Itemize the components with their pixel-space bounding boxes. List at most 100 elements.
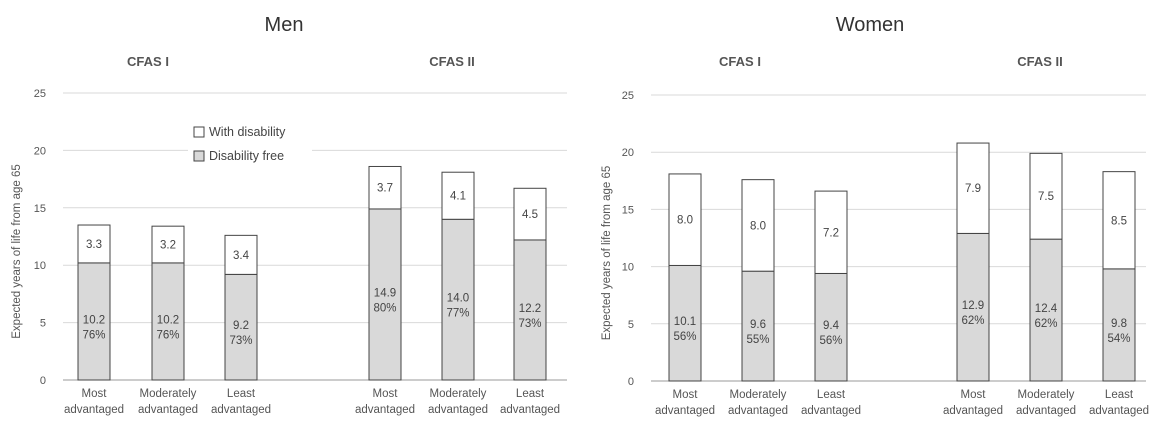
x-category-label: Moderately <box>1018 389 1075 401</box>
data-label-with-disability: 3.2 <box>160 240 176 252</box>
data-label-percent: 62% <box>961 315 984 327</box>
bar-disability-free <box>741 270 775 382</box>
panel-title: Men <box>265 14 304 36</box>
group-title: CFAS I <box>127 54 169 69</box>
bar-with-disability <box>741 179 775 272</box>
y-tick-label: 5 <box>628 319 634 331</box>
y-tick-label: 20 <box>34 145 46 157</box>
group-title: CFAS II <box>429 54 475 69</box>
x-category-label: Most <box>82 388 108 400</box>
data-label-with-disability: 8.0 <box>750 220 766 232</box>
y-tick-label: 15 <box>34 203 46 215</box>
y-tick-label: 20 <box>622 147 634 159</box>
x-category-label: Least <box>227 388 256 400</box>
data-label-with-disability: 8.0 <box>677 215 693 227</box>
data-label-with-disability: 3.3 <box>86 239 102 251</box>
x-category-label: Most <box>373 388 399 400</box>
data-label-with-disability: 8.5 <box>1111 215 1127 227</box>
y-tick-label: 25 <box>622 90 634 102</box>
y-tick-label: 15 <box>622 204 634 216</box>
bar-disability-free <box>224 273 258 381</box>
data-label-with-disability: 4.5 <box>522 209 538 221</box>
bar-disability-free <box>151 262 185 381</box>
x-category-label: advantaged <box>728 405 788 417</box>
x-category-label: Least <box>1105 389 1134 401</box>
bar-with-disability <box>513 187 547 241</box>
bar-with-disability <box>668 173 702 266</box>
data-label-with-disability: 4.1 <box>450 191 466 203</box>
bar-with-disability <box>151 225 185 264</box>
bar-disability-free <box>1029 238 1063 382</box>
y-tick-label: 0 <box>628 376 634 388</box>
data-label-percent: 54% <box>1107 333 1130 345</box>
x-category-label: advantaged <box>1016 405 1076 417</box>
x-category-label: Moderately <box>430 388 487 400</box>
legend-swatch <box>193 150 205 162</box>
y-axis-label: Expected years of life from age 65 <box>601 166 613 341</box>
x-category-label: advantaged <box>1089 405 1149 417</box>
data-label-with-disability: 7.2 <box>823 227 839 239</box>
legend-swatch <box>193 126 205 138</box>
data-label-disability-free: 9.4 <box>823 320 840 332</box>
bar-disability-free <box>956 232 990 382</box>
data-label-disability-free: 14.9 <box>374 287 396 299</box>
y-axis-label: Expected years of life from age 65 <box>11 164 23 339</box>
bar-disability-free <box>668 264 702 382</box>
data-label-percent: 77% <box>446 308 469 320</box>
data-label-with-disability: 7.9 <box>965 183 981 195</box>
bar-disability-free <box>77 262 111 381</box>
data-label-disability-free: 12.4 <box>1035 303 1058 315</box>
group-title: CFAS II <box>1017 54 1063 69</box>
x-category-label: Least <box>817 389 846 401</box>
bar-with-disability <box>1029 152 1063 240</box>
x-category-label: Moderately <box>730 389 787 401</box>
x-category-label: Least <box>516 388 545 400</box>
y-tick-label: 0 <box>40 375 46 387</box>
bar-with-disability <box>814 190 848 274</box>
bar-with-disability <box>224 234 258 275</box>
x-category-label: Moderately <box>140 388 197 400</box>
x-category-label: advantaged <box>64 404 124 416</box>
data-label-disability-free: 9.6 <box>750 319 766 331</box>
data-label-with-disability: 7.5 <box>1038 191 1054 203</box>
x-category-label: advantaged <box>355 404 415 416</box>
data-label-disability-free: 12.9 <box>962 300 984 312</box>
data-label-percent: 56% <box>673 331 696 343</box>
bar-disability-free <box>441 218 475 381</box>
x-category-label: advantaged <box>428 404 488 416</box>
data-label-disability-free: 10.2 <box>157 314 179 326</box>
bar-with-disability <box>368 165 402 210</box>
data-label-with-disability: 3.7 <box>377 183 393 195</box>
bar-with-disability <box>77 224 111 264</box>
x-category-label: advantaged <box>801 405 861 417</box>
bar-disability-free <box>513 239 547 381</box>
legend-label: Disability free <box>209 149 284 163</box>
data-label-percent: 80% <box>373 302 396 314</box>
data-label-percent: 62% <box>1034 318 1057 330</box>
data-label-percent: 76% <box>156 329 179 341</box>
data-label-percent: 76% <box>82 329 105 341</box>
bar-disability-free <box>1102 268 1136 382</box>
panel-title: Women <box>836 14 905 36</box>
x-category-label: advantaged <box>943 405 1003 417</box>
x-category-label: Most <box>961 389 987 401</box>
y-tick-label: 5 <box>40 318 46 330</box>
y-tick-label: 10 <box>622 262 634 274</box>
bar-disability-free <box>368 208 402 381</box>
group-title: CFAS I <box>719 54 761 69</box>
bar-with-disability <box>956 142 990 234</box>
x-category-label: advantaged <box>655 405 715 417</box>
bar-with-disability <box>1102 171 1136 270</box>
legend-box <box>188 122 312 180</box>
data-label-disability-free: 10.2 <box>83 314 105 326</box>
data-label-disability-free: 14.0 <box>447 293 469 305</box>
x-category-label: advantaged <box>500 404 560 416</box>
data-label-disability-free: 10.1 <box>674 316 696 328</box>
data-label-disability-free: 9.2 <box>233 320 249 332</box>
data-label-with-disability: 3.4 <box>233 250 250 262</box>
data-label-percent: 73% <box>518 318 541 330</box>
legend-label: With disability <box>209 125 286 139</box>
bar-disability-free <box>814 272 848 382</box>
